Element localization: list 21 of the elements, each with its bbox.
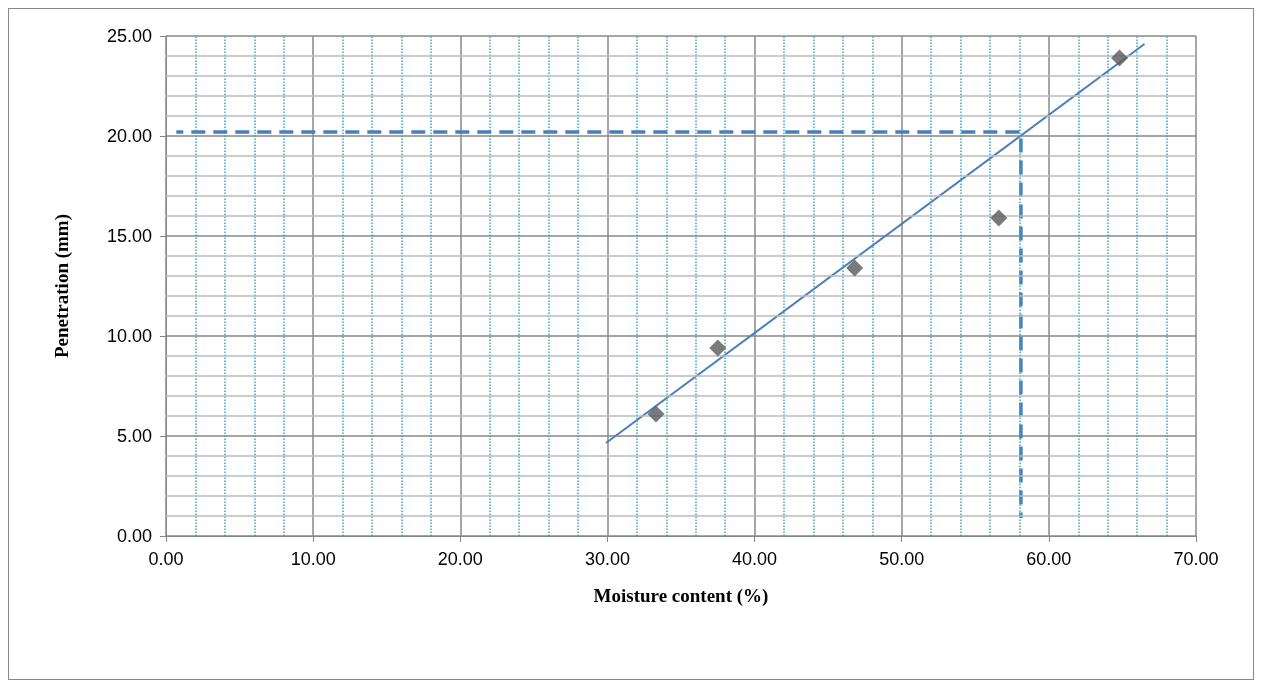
y-tick-label: 15.00 xyxy=(106,226,152,246)
point xyxy=(1110,49,1128,67)
point xyxy=(647,405,665,423)
x-tick-label: 70.00 xyxy=(1173,549,1219,569)
point xyxy=(846,259,864,277)
x-tick-label: 60.00 xyxy=(1026,549,1072,569)
y-tick-label: 0.00 xyxy=(116,526,152,546)
x-tick-label: 40.00 xyxy=(732,549,778,569)
x-tick-label: 50.00 xyxy=(879,549,925,569)
point xyxy=(990,209,1008,227)
y-tick-label: 25.00 xyxy=(106,26,152,46)
y-tick-label: 5.00 xyxy=(116,426,152,446)
x-tick-label: 20.00 xyxy=(437,549,483,569)
point xyxy=(709,339,727,357)
x-tick-label: 0.00 xyxy=(148,549,184,569)
y-tick-label: 20.00 xyxy=(106,126,152,146)
y-tick-label: 10.00 xyxy=(106,326,152,346)
x-tick-label: 10.00 xyxy=(290,549,336,569)
y-axis-title: Penetration (mm) xyxy=(51,213,73,359)
x-tick-label: 30.00 xyxy=(584,549,630,569)
x-axis-title: Moisture content (%) xyxy=(593,585,769,607)
